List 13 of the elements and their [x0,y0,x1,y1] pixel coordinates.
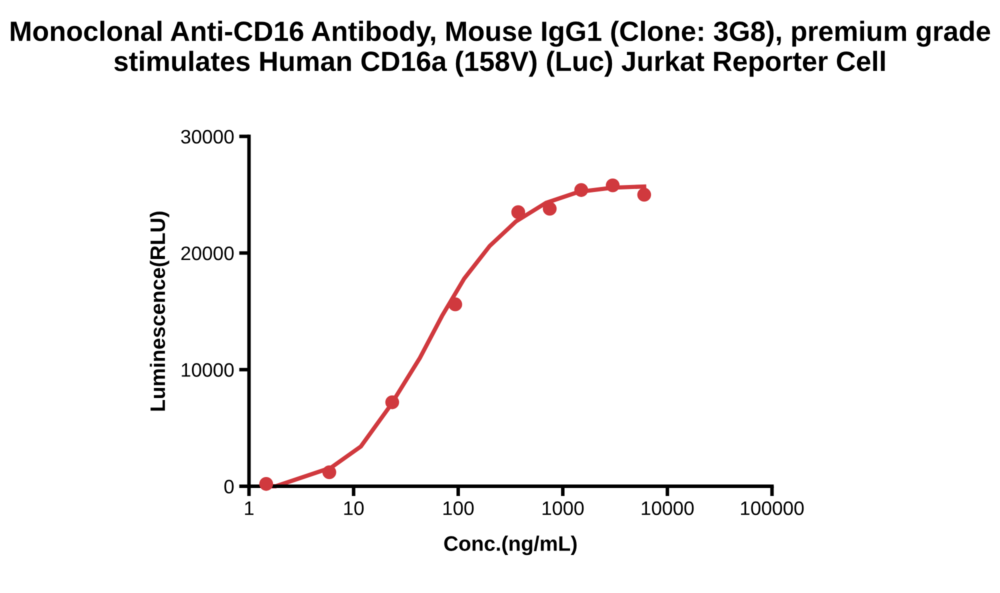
y-tick-label: 10000 [182,363,234,377]
x-tick-label: 1000 [542,501,584,516]
x-tick-label: 1 [245,502,254,515]
y-tick-label: 30000 [181,130,234,144]
x-tick-label: 100000 [741,501,804,516]
y-tick-label: 20000 [181,246,234,260]
y-tick-label: 0 [224,480,234,494]
x-tick-label: 10000 [642,501,694,516]
y-axis-title: Luminescence(RLU) [150,212,170,411]
x-tick-label: 100 [443,501,474,516]
chart-title: Monoclonal Anti-CD16 Antibody, Mouse IgG1 (Clone: 3G8), premium grade stimulates Human CD16a (158V) (Luc) Jurkat Reporter Cell [10,20,990,77]
x-axis-title: Conc.(ng/mL) [444,536,577,556]
x-tick-label: 10 [344,501,364,516]
